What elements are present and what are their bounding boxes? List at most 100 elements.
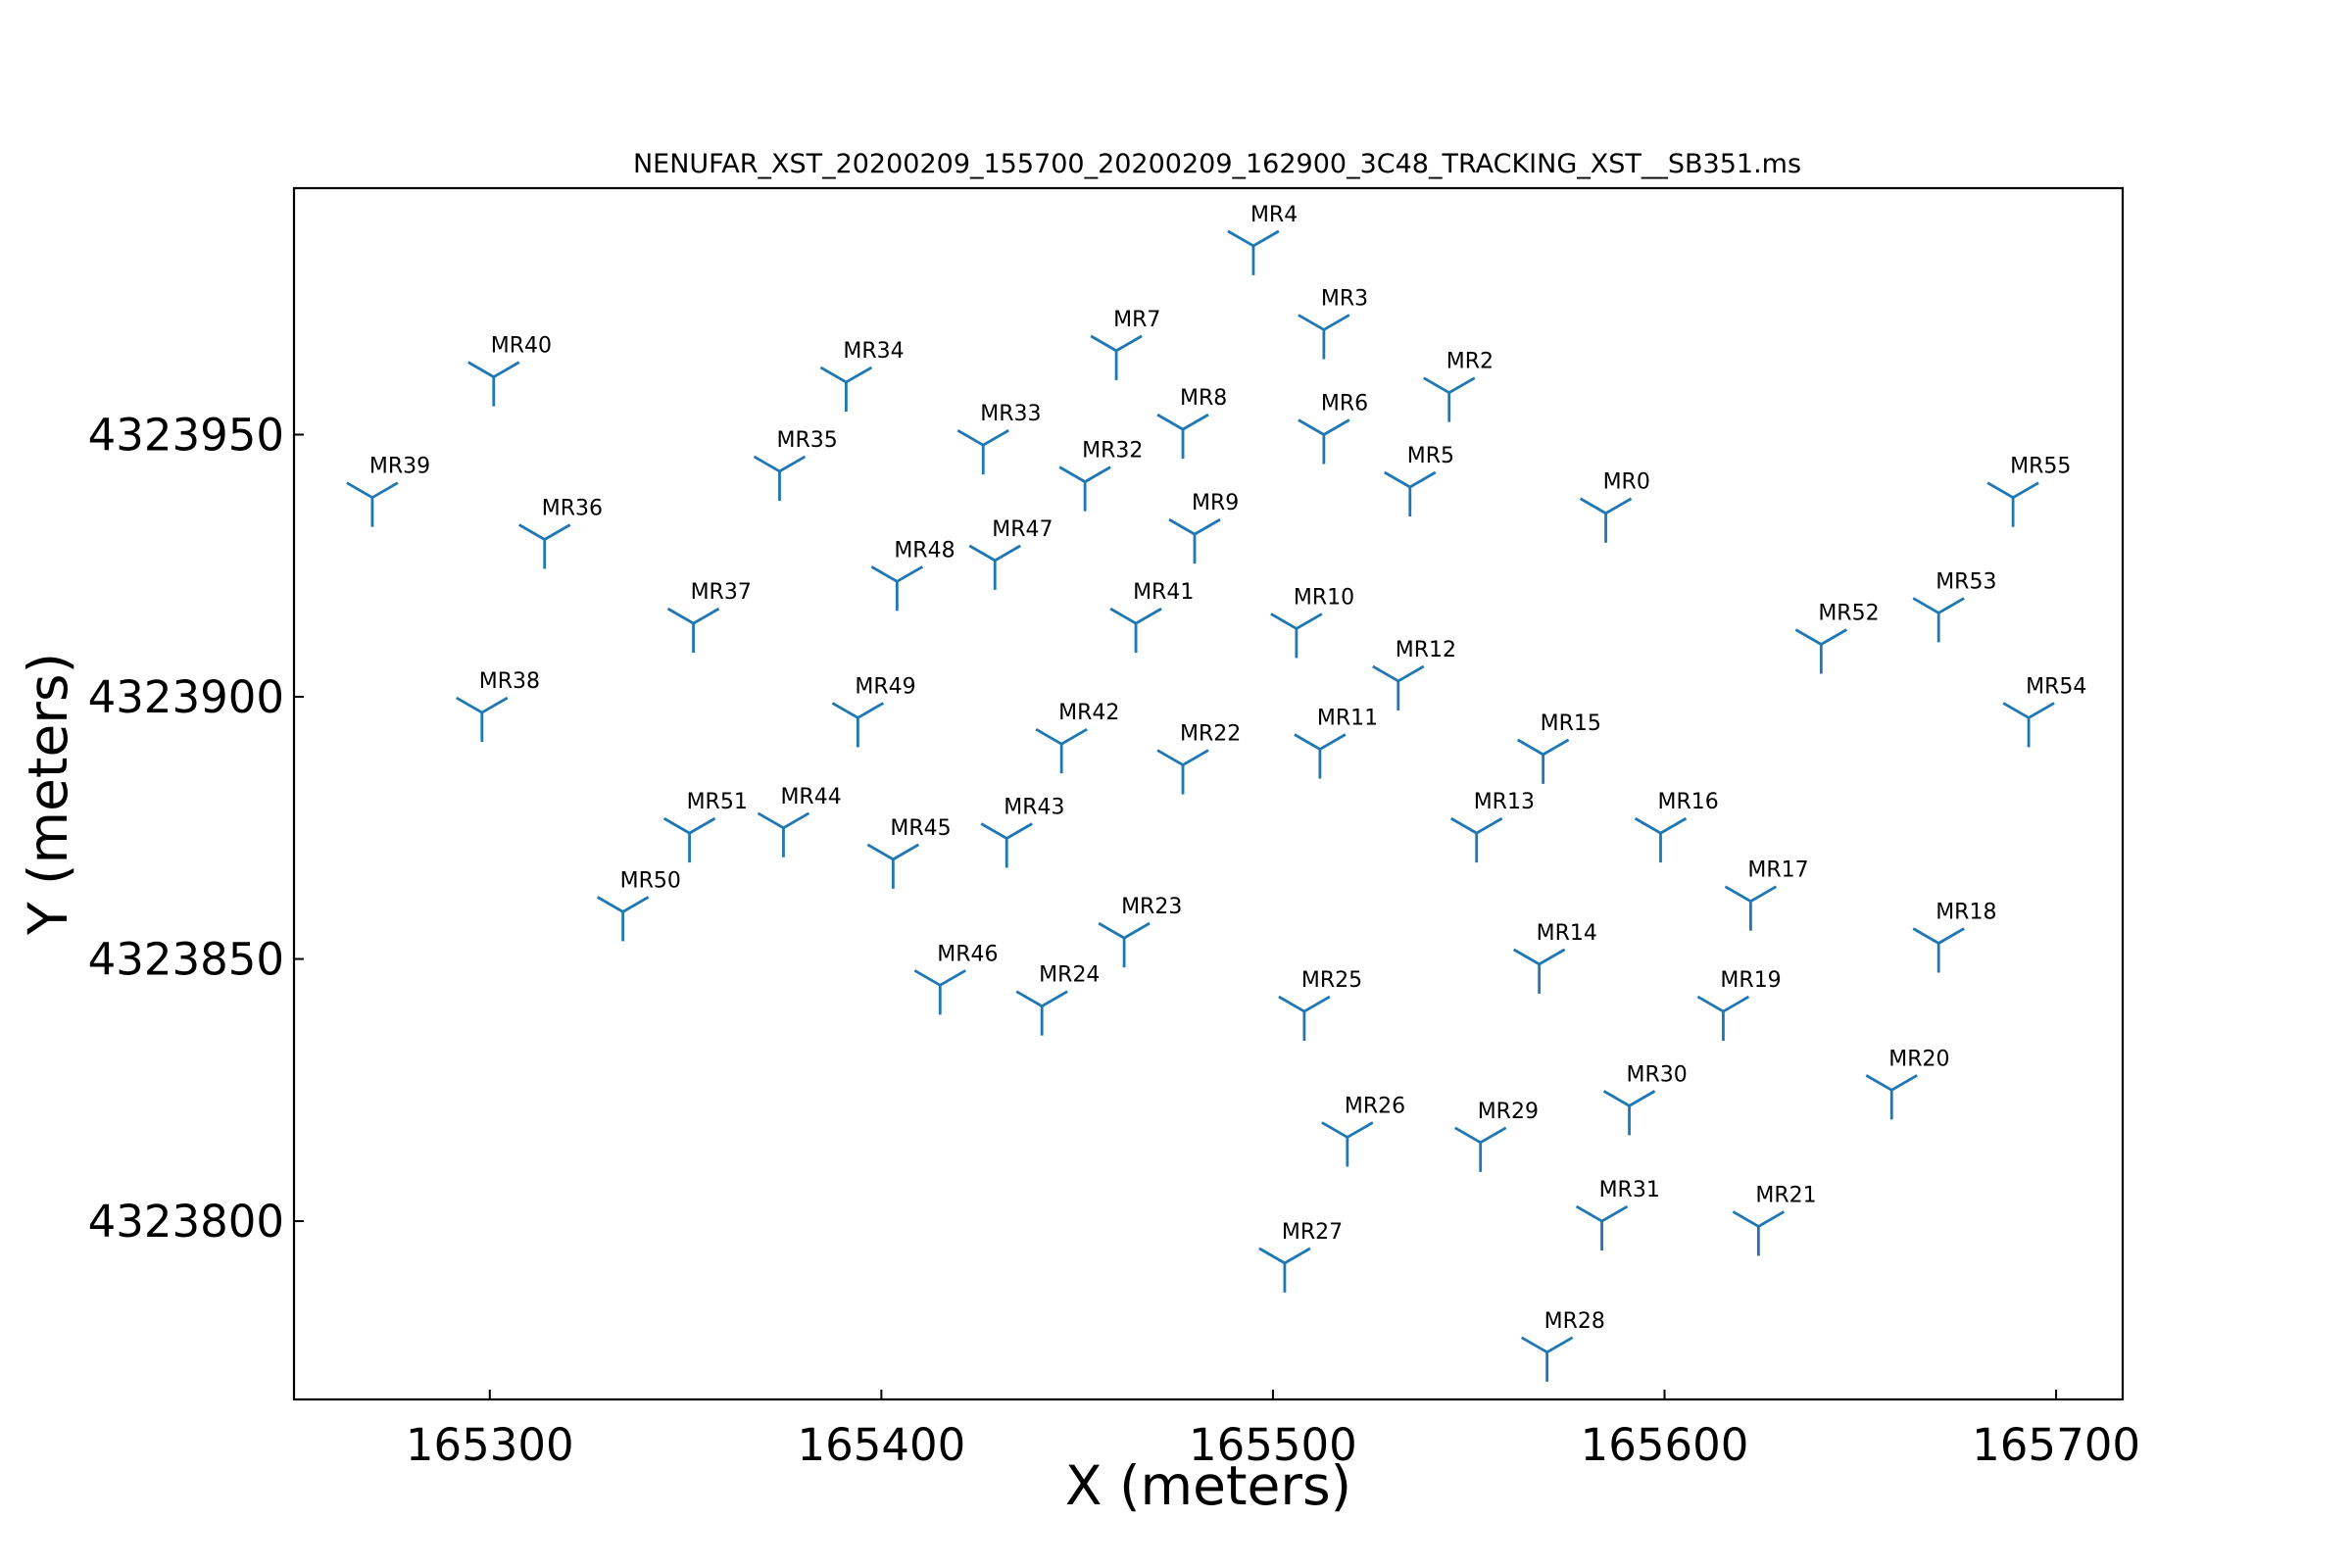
data-point-mr50 [596,896,650,942]
point-label: MR36 [542,496,603,520]
point-label: MR49 [855,674,915,699]
data-point-mr16 [1634,816,1688,863]
point-label: MR25 [1301,968,1362,993]
point-label: MR22 [1180,722,1241,747]
point-label: MR9 [1192,491,1239,515]
point-label: MR0 [1603,470,1650,495]
chart-title: NENUFAR_XST_20200209_155700_20200209_162… [633,149,1801,179]
data-points: MR0 MR2 MR3 MR4 MR5 MR6 MR7 MR8 MR9 MR10 MR11 MR12 M… [346,203,2086,1382]
point-label: MR3 [1321,286,1368,311]
point-label: MR16 [1658,790,1719,814]
data-point-mr3 [1298,314,1350,360]
point-label: MR15 [1541,711,1601,736]
data-point-mr2 [1423,376,1476,422]
point-label: MR6 [1321,391,1368,416]
data-point-mr8 [1156,413,1209,460]
x-axis-label: X (meters) [1065,1454,1351,1517]
data-point-mr7 [1090,334,1143,380]
data-point-mr33 [956,428,1009,475]
data-point-mr42 [1035,727,1088,774]
point-label: MR46 [937,942,998,966]
data-point-mr19 [1696,995,1750,1042]
data-point-mr54 [2002,702,2055,748]
data-point-mr43 [980,822,1033,868]
data-point-mr13 [1450,816,1503,863]
point-label: MR29 [1478,1100,1539,1124]
point-label: MR48 [894,538,955,563]
point-label: MR42 [1058,701,1119,725]
data-point-mr34 [819,366,873,412]
data-point-mr35 [753,455,807,501]
data-point-mr14 [1512,948,1566,994]
data-point-mr22 [1156,749,1209,795]
data-point-mr23 [1098,921,1151,968]
x-tick-label: 165700 [1972,1419,2140,1471]
x-tick-label: 165500 [1189,1419,1357,1471]
point-label: MR52 [1818,602,1879,626]
data-point-mr52 [1794,628,1848,674]
data-point-mr21 [1732,1210,1786,1256]
point-label: MR34 [843,339,904,364]
data-point-mr47 [968,544,1021,590]
point-label: MR8 [1180,386,1227,411]
y-axis-label: Y (meters) [17,653,79,936]
data-point-mr4 [1227,229,1280,275]
data-point-mr24 [1015,990,1068,1036]
data-point-mr26 [1321,1121,1374,1167]
plot-frame [292,186,2125,1401]
point-label: MR33 [980,402,1041,426]
point-label: MR55 [2010,455,2071,479]
data-point-mr15 [1516,738,1570,784]
data-point-mr30 [1602,1090,1656,1136]
x-tick-label: 165300 [406,1419,574,1471]
point-label: MR45 [890,816,951,841]
data-point-mr53 [1912,597,1965,643]
point-label: MR17 [1747,858,1808,883]
data-point-mr40 [467,361,520,407]
data-point-mr49 [831,702,885,748]
y-tick-label: 4323850 [88,934,284,986]
data-point-mr44 [757,811,810,858]
point-label: MR14 [1537,921,1597,946]
point-label: MR37 [691,580,752,605]
point-label: MR43 [1004,795,1064,819]
data-point-mr6 [1298,418,1350,465]
data-point-mr29 [1454,1126,1507,1172]
data-point-mr27 [1258,1247,1311,1293]
point-label: MR13 [1474,790,1535,814]
axis-ticks: 165300 165400 165500 165600 165700 4323800 432… [88,409,2140,1471]
data-point-mr11 [1294,733,1347,779]
point-label: MR47 [992,517,1053,542]
data-point-mr48 [870,565,924,612]
data-point-mr5 [1384,470,1437,516]
point-label: MR5 [1407,444,1454,468]
point-label: MR41 [1133,580,1194,605]
data-point-mr45 [866,843,920,889]
data-point-mr31 [1575,1204,1629,1251]
data-point-mr36 [518,523,571,569]
point-label: MR27 [1282,1220,1343,1245]
point-label: MR28 [1544,1309,1605,1334]
data-point-mr37 [666,607,720,654]
data-point-mr32 [1058,466,1111,512]
point-label: MR35 [776,428,837,453]
point-label: MR38 [479,669,540,694]
point-label: MR32 [1082,439,1143,464]
data-point-mr18 [1912,927,1965,973]
point-label: MR51 [687,790,748,814]
point-label: MR31 [1599,1178,1660,1202]
data-point-mr9 [1168,517,1221,564]
x-tick-label: 165400 [797,1419,965,1471]
point-label: MR50 [620,868,681,893]
data-point-mr38 [456,696,509,743]
data-point-mr39 [346,481,399,527]
data-point-mr41 [1109,607,1162,654]
point-label: MR26 [1345,1094,1405,1118]
point-label: MR44 [780,785,841,809]
point-label: MR4 [1250,203,1298,227]
data-point-mr51 [662,816,716,863]
point-label: MR54 [2026,674,2086,699]
data-point-mr10 [1270,612,1323,659]
point-label: MR20 [1888,1047,1949,1071]
